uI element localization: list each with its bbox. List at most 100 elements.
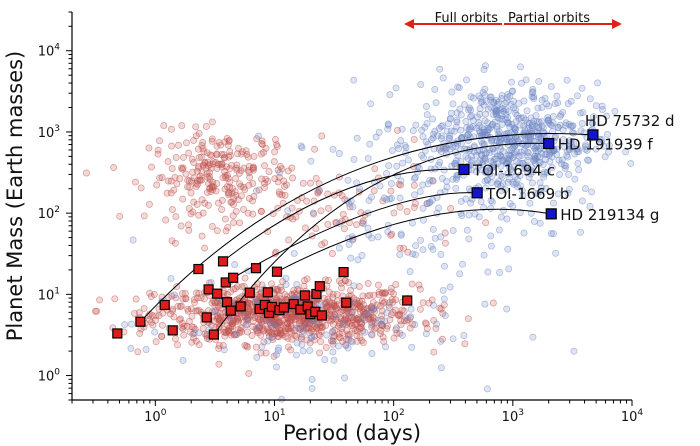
background-point <box>240 205 247 213</box>
background-point <box>468 112 476 120</box>
background-point <box>338 192 346 200</box>
background-point <box>542 156 550 163</box>
short-period-marker <box>193 263 204 275</box>
background-point <box>365 307 373 315</box>
background-point <box>487 96 495 104</box>
background-point <box>315 186 323 194</box>
short-period-marker <box>201 312 212 323</box>
background-point <box>457 197 465 205</box>
background-point <box>210 158 218 166</box>
background-point <box>385 162 393 170</box>
background-point <box>410 135 418 143</box>
background-point <box>440 295 448 303</box>
background-point <box>510 124 518 132</box>
background-point <box>522 116 530 124</box>
background-point <box>429 115 437 123</box>
background-point <box>183 139 190 147</box>
long-period-marker <box>545 208 557 220</box>
background-point <box>195 289 203 297</box>
background-point <box>440 166 448 174</box>
background-point <box>146 289 154 297</box>
background-point <box>276 169 284 177</box>
background-point <box>140 212 148 220</box>
background-point <box>374 317 382 325</box>
background-point <box>330 356 338 364</box>
background-point <box>261 162 268 170</box>
background-point <box>158 321 166 329</box>
background-point <box>538 117 546 125</box>
background-point <box>599 106 606 114</box>
background-point <box>290 249 298 257</box>
background-point <box>428 296 436 304</box>
background-point <box>249 197 256 205</box>
background-point <box>375 128 383 136</box>
background-point <box>188 155 196 163</box>
background-point <box>305 318 313 326</box>
background-point <box>461 340 469 348</box>
background-point <box>416 285 424 293</box>
background-point <box>211 302 219 310</box>
background-point <box>175 141 182 149</box>
background-point <box>549 230 557 238</box>
background-point <box>187 305 195 313</box>
background-point <box>454 152 462 160</box>
background-point <box>554 99 562 107</box>
background-point <box>471 210 479 218</box>
background-point <box>190 136 198 144</box>
background-point <box>198 196 206 204</box>
background-point <box>170 186 178 194</box>
background-point <box>140 304 148 312</box>
background-point <box>475 127 483 135</box>
background-point <box>496 269 504 276</box>
background-point <box>353 134 361 142</box>
background-point <box>288 164 296 172</box>
background-point <box>407 305 415 313</box>
background-point <box>232 331 240 339</box>
background-point <box>592 102 600 110</box>
background-point <box>556 121 564 129</box>
background-point <box>335 150 343 157</box>
background-point <box>282 274 290 282</box>
background-point <box>481 85 489 93</box>
background-point <box>249 323 257 330</box>
background-point <box>437 144 444 152</box>
background-point <box>152 338 160 346</box>
background-point <box>453 175 460 183</box>
background-point <box>423 325 431 332</box>
long-period-marker <box>543 137 555 150</box>
background-point <box>213 142 221 150</box>
background-point <box>582 185 589 193</box>
background-point <box>529 333 537 341</box>
background-point <box>308 384 316 392</box>
background-point <box>341 277 349 285</box>
background-point <box>145 144 153 152</box>
background-point <box>347 254 355 262</box>
background-point <box>402 314 410 322</box>
background-point <box>142 346 150 353</box>
background-point <box>329 327 337 335</box>
background-point <box>464 154 472 162</box>
background-point <box>213 227 221 235</box>
background-point <box>544 114 552 121</box>
background-point <box>437 250 445 258</box>
background-points <box>82 62 635 403</box>
short-period-marker <box>211 288 223 299</box>
background-point <box>280 177 288 185</box>
background-point <box>376 182 384 190</box>
background-point <box>184 305 192 313</box>
background-point <box>245 369 253 377</box>
background-point <box>577 127 585 135</box>
short-period-marker <box>341 297 352 308</box>
background-point <box>348 309 356 317</box>
y-tick-label: 103 <box>38 124 60 141</box>
background-point <box>453 116 461 124</box>
background-point <box>436 65 444 73</box>
background-point <box>397 230 405 238</box>
background-point <box>411 200 419 208</box>
short-period-marker <box>112 328 123 339</box>
background-point <box>201 244 208 252</box>
background-point <box>299 324 307 332</box>
background-point <box>564 153 572 161</box>
short-period-marker <box>217 256 229 267</box>
background-point <box>563 76 571 84</box>
